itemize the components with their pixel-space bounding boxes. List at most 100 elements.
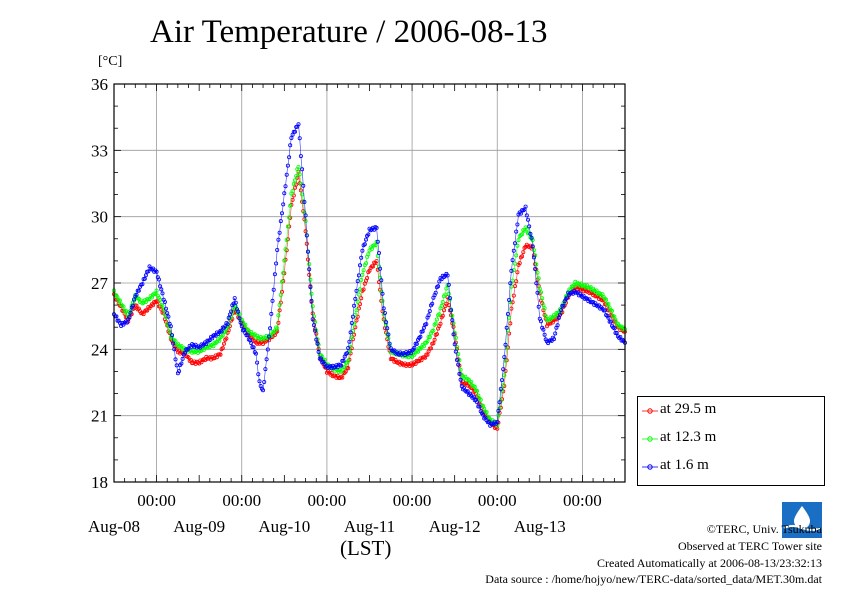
x-axis-label: (LST) (340, 536, 392, 560)
series-1-point-149 (288, 203, 293, 208)
series-1-point-145 (283, 247, 288, 252)
series-0-point-138 (275, 329, 280, 334)
series-0-point-339 (513, 284, 518, 289)
x-tick-time-5: 00:00 (563, 491, 602, 510)
x-tick-date-5: Aug-13 (514, 517, 566, 536)
series-0-point-92 (220, 346, 225, 351)
series-1-point-209 (359, 277, 364, 282)
series-2-point-222 (374, 225, 379, 230)
series-1-point-373 (553, 314, 558, 319)
series-2-point-140 (277, 230, 282, 235)
series-2-point-97 (226, 315, 231, 320)
series-1-point-138 (275, 326, 280, 331)
series-2-point-128 (263, 367, 268, 372)
series-1-point-8 (121, 304, 126, 309)
series-1-point-270 (431, 328, 436, 333)
series-2-point-144 (282, 191, 287, 196)
series-1-point-111 (243, 322, 248, 327)
series-2-point-208 (357, 263, 362, 268)
x-tick-time-4: 00:00 (478, 491, 517, 510)
series-1-point-227 (380, 298, 385, 303)
series-2-point-133 (269, 311, 274, 316)
series-2-point-259 (418, 334, 423, 339)
series-2-point-334 (507, 297, 512, 302)
series-2-point-145 (283, 184, 288, 189)
x-tick-time-1: 00:00 (222, 491, 261, 510)
x-tick-date-4: Aug-12 (429, 517, 481, 536)
series-2-point-338 (511, 248, 516, 253)
series-2-point-148 (287, 155, 292, 160)
series-2-point-254 (412, 345, 417, 350)
series-2-point-40 (159, 287, 164, 292)
series-2-point-171 (314, 337, 319, 342)
series-0-point-345 (520, 254, 525, 259)
series-1-point-224 (376, 264, 381, 269)
series-2-point-232 (386, 332, 391, 337)
series-2-point-194 (341, 358, 346, 363)
series-2-point-328 (499, 378, 504, 383)
series-1-point-267 (427, 335, 432, 340)
series-2-point-355 (531, 255, 536, 260)
series-2-point-200 (348, 330, 353, 335)
series-2-point-106 (237, 316, 242, 321)
series-2-point-363 (541, 327, 546, 332)
y-tick-label-2: 24 (91, 340, 109, 359)
series-2-point-373 (553, 331, 558, 336)
series-1-point-151 (290, 189, 295, 194)
series-2-point-351 (527, 224, 532, 229)
series-2-point-201 (349, 320, 354, 325)
series-2-point-175 (318, 356, 323, 361)
series-1-point-41 (160, 303, 165, 308)
series-2-point-36 (154, 269, 159, 274)
series-2-point-361 (539, 319, 544, 324)
y-axis-unit: [°C] (98, 54, 123, 69)
series-0-point-28 (145, 308, 150, 313)
series-2-point-143 (281, 202, 286, 207)
series-2-point-50 (171, 341, 176, 346)
x-tick-date-1: Aug-09 (173, 517, 225, 536)
series-1-point-358 (535, 270, 540, 275)
series-2-point-161 (302, 199, 307, 204)
series-2-point-167 (309, 298, 314, 303)
series-1-point-252 (410, 354, 415, 359)
series-2-point-149 (288, 143, 293, 148)
legend-marker-29m-icon (642, 408, 658, 414)
series-2-point-261 (420, 329, 425, 334)
series-2-point-215 (366, 232, 371, 237)
series-1-point-143 (281, 270, 286, 275)
series-2-point-329 (501, 367, 506, 372)
y-tick-label-4: 30 (91, 208, 108, 227)
series-2-point-202 (350, 314, 355, 319)
series-1-point-166 (308, 277, 313, 282)
series-line-0 (113, 171, 625, 430)
series-1-point-221 (373, 243, 378, 248)
series-2-point-291 (456, 362, 461, 367)
series-0-point-209 (359, 296, 364, 301)
series-1-point-141 (278, 292, 283, 297)
series-2-point-14 (128, 310, 133, 315)
series-2-point-327 (498, 386, 503, 391)
series-2-point-262 (421, 325, 426, 330)
series-2-point-288 (452, 342, 457, 347)
series-2-point-26 (142, 276, 147, 281)
series-0-point-338 (511, 293, 516, 298)
series-1-point-157 (297, 172, 302, 177)
series-2-point-266 (426, 313, 431, 318)
series-2-point-336 (509, 268, 514, 273)
series-2-point-356 (533, 266, 538, 271)
series-2-point-183 (328, 364, 333, 369)
series-2-point-157 (297, 136, 302, 141)
series-0-point-276 (438, 321, 443, 326)
series-2-point-425 (614, 330, 619, 335)
series-1-point-198 (346, 358, 351, 363)
series-2-point-131 (266, 334, 271, 339)
series-2-point-274 (436, 284, 441, 289)
series-2-point-203 (352, 303, 357, 308)
series-2-point-213 (363, 237, 368, 242)
series-1-point-158 (298, 181, 303, 186)
series-1-point-265 (425, 339, 430, 344)
series-1-point-208 (357, 287, 362, 292)
series-1-point-389 (572, 283, 577, 288)
series-1-point-36 (154, 288, 159, 293)
series-2-point-46 (166, 314, 171, 319)
